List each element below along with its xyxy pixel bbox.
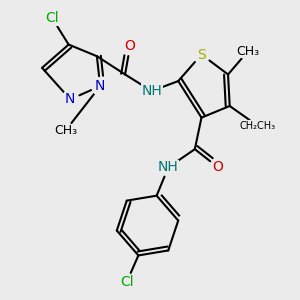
Text: O: O	[213, 160, 224, 174]
Text: CH₂CH₃: CH₂CH₃	[240, 121, 276, 131]
Text: CH₃: CH₃	[54, 124, 77, 137]
Text: Cl: Cl	[120, 275, 134, 289]
Text: NH: NH	[141, 84, 162, 98]
Text: Cl: Cl	[45, 11, 59, 25]
Text: N: N	[65, 92, 76, 106]
Text: NH: NH	[158, 160, 178, 174]
Text: N: N	[95, 79, 105, 93]
Text: CH₃: CH₃	[236, 45, 260, 58]
Text: O: O	[124, 39, 136, 53]
Text: S: S	[197, 47, 206, 61]
